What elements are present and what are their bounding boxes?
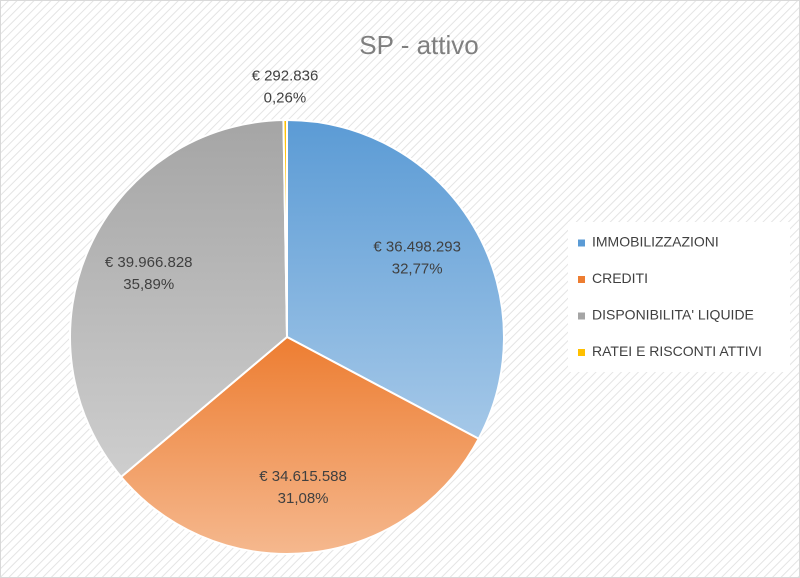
data-label: € 34.615.588 <box>259 468 347 485</box>
data-label: € 39.966.828 <box>105 254 193 271</box>
chart-title: SP - attivo <box>359 30 478 60</box>
pie-slice <box>69 119 289 479</box>
data-label: € 292.836 <box>252 67 319 84</box>
legend-label: CREDITI <box>592 270 648 286</box>
legend-swatch <box>578 349 585 356</box>
pie-slice <box>286 118 505 441</box>
legend-swatch <box>578 239 585 247</box>
data-label: € 36.498.293 <box>373 239 461 256</box>
legend-label: IMMOBILIZZAZIONI <box>592 234 719 250</box>
percent-label: 0,26% <box>264 89 307 106</box>
legend-background <box>568 222 790 372</box>
percent-label: 35,89% <box>123 276 174 293</box>
percent-label: 31,08% <box>278 490 329 507</box>
percent-label: 32,77% <box>392 261 443 278</box>
legend-swatch <box>578 312 585 320</box>
legend-label: RATEI E RISCONTI ATTIVI <box>592 343 762 359</box>
legend-swatch <box>578 276 585 283</box>
pie-slice <box>119 335 480 555</box>
pie-slice <box>282 118 288 338</box>
legend-label: DISPONIBILITA' LIQUIDE <box>592 307 754 323</box>
